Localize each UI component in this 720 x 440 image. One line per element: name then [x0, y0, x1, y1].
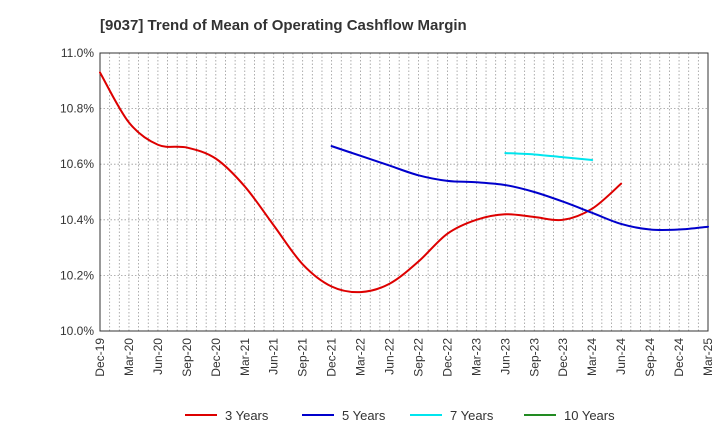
- y-tick-label: 10.4%: [60, 213, 94, 227]
- x-tick-label: Mar-24: [585, 338, 599, 376]
- grid: [100, 53, 708, 331]
- x-tick-label: Sep-22: [411, 338, 425, 377]
- x-tick-label: Dec-23: [556, 338, 570, 377]
- x-tick-label: Jun-24: [614, 338, 628, 375]
- x-tick-label: Jun-20: [151, 338, 165, 375]
- y-axis-ticks: 10.0% 10.2% 10.4% 10.6% 10.8% 11.0%: [60, 46, 94, 338]
- legend-label-7-years: 7 Years: [450, 408, 494, 423]
- x-tick-label: Mar-21: [238, 338, 252, 376]
- x-tick-label: Dec-24: [672, 338, 686, 377]
- series-line-7-years: [504, 152, 594, 162]
- x-tick-label: Sep-23: [527, 338, 541, 377]
- x-tick-label: Jun-22: [383, 338, 397, 375]
- plot-area: [99, 52, 709, 332]
- y-tick-label: 11.0%: [61, 46, 94, 60]
- x-tick-label: Dec-20: [209, 338, 223, 377]
- x-tick-label: Jun-23: [498, 338, 512, 375]
- legend-label-10-years: 10 Years: [564, 408, 615, 423]
- series-lines: [99, 71, 709, 294]
- series-line-5-years: [330, 145, 709, 232]
- x-tick-label: Mar-23: [469, 338, 483, 376]
- plot-border: [99, 52, 709, 332]
- x-tick-label: Sep-20: [180, 338, 194, 377]
- x-tick-label: Sep-21: [296, 338, 310, 377]
- x-tick-label: Sep-24: [643, 338, 657, 377]
- chart-title: [9037] Trend of Mean of Operating Cashfl…: [100, 17, 467, 34]
- legend: 3 Years 5 Years 7 Years 10 Years: [185, 408, 615, 423]
- x-tick-label: Jun-21: [267, 338, 281, 375]
- y-tick-label: 10.8%: [60, 102, 94, 116]
- series-line-3-years: [99, 71, 623, 294]
- y-tick-label: 10.6%: [60, 157, 94, 171]
- legend-label-3-years: 3 Years: [225, 408, 269, 423]
- y-tick-label: 10.0%: [60, 324, 94, 338]
- x-tick-label: Dec-21: [325, 338, 339, 377]
- x-tick-label: Mar-25: [701, 338, 715, 376]
- y-tick-label: 10.2%: [60, 268, 94, 282]
- x-tick-label: Dec-19: [93, 338, 107, 377]
- x-tick-label: Mar-20: [122, 338, 136, 376]
- legend-label-5-years: 5 Years: [342, 408, 386, 423]
- x-axis-ticks: Dec-19 Mar-20 Jun-20 Sep-20 Dec-20 Mar-21 Jun-…: [93, 338, 715, 377]
- x-tick-label: Dec-22: [440, 338, 454, 377]
- x-tick-label: Mar-22: [354, 338, 368, 376]
